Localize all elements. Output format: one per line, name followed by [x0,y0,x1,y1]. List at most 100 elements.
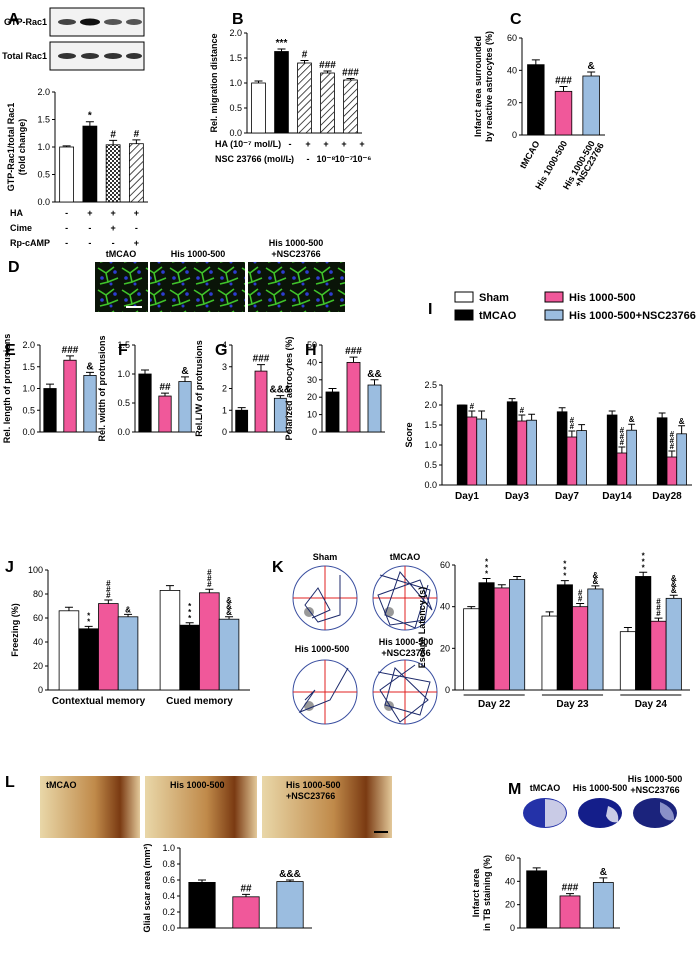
treatment-value: + [323,139,328,149]
maze [292,565,358,631]
legend-swatch [454,291,474,303]
error-bar [185,622,194,626]
swim-path [298,667,349,714]
y-tick-label: 10 [307,410,317,420]
error-bar [225,616,234,620]
error-bar [198,879,206,883]
error-bar [468,410,476,417]
y-tick-label: 0.8 [162,859,175,869]
image-label: His 1000-500 [171,249,226,259]
annotation: ### [104,579,113,598]
error-bar [558,407,566,412]
image-label: +NSC23766 [630,785,679,795]
treatment-value: - [88,238,91,248]
x-tick-label: tMCAO [518,139,542,170]
y-axis-label: by reactive astrocytes (%) [484,31,494,142]
panel-letter: G [215,342,227,359]
annotation: # [467,402,476,409]
panel-letter: I [428,301,432,318]
bar [582,75,600,136]
infarct [660,802,675,821]
treatment-value: 10⁻⁷ [335,154,354,164]
bar [626,429,637,486]
y-tick-label: 20 [307,392,317,402]
error-bar [124,613,133,617]
legend-label: tMCAO [479,310,517,322]
error-bar [623,627,632,632]
micrograph [145,776,257,838]
annotation: & [588,61,595,72]
treatment-value: - [307,154,310,164]
error-bar [86,371,94,376]
y-tick-label: 1.0 [117,369,130,379]
treatment-value: + [134,238,139,248]
bar [83,375,97,433]
panel-letter: D [8,259,20,276]
blot-band [80,18,100,26]
error-bar [478,410,486,419]
y-tick-label: 1.0 [37,142,50,152]
error-bar [559,86,568,92]
annotation: ## [240,883,252,894]
bar [343,79,358,134]
error-bar [578,424,586,431]
y-tick-label: 0.0 [37,197,50,207]
annotation: && [367,369,381,380]
annotation: & [124,605,133,612]
treatment-value: + [359,139,364,149]
bar [199,592,220,691]
bar [635,576,652,691]
y-tick-label: 60 [33,613,43,623]
panel-letter: H [305,342,317,359]
error-bar [62,145,71,147]
y-tick-label: 0.5 [37,170,50,180]
treatment-label: Cime [10,223,32,233]
error-bar [277,48,286,52]
annotation: *** [482,558,491,576]
annotation: & [181,366,188,377]
error-bar [237,407,246,411]
annotation: ### [345,346,362,357]
error-bar [576,603,585,607]
y-tick-label: 0.5 [229,103,242,113]
blot-label: Total Rac1 [2,51,47,61]
y-tick-label: 0.0 [229,128,242,138]
bar [476,418,487,486]
error-bar [668,450,676,457]
image-label: +NSC23766 [286,791,335,801]
error-bar [560,580,569,585]
y-tick-label: 60 [507,33,517,43]
bar [98,603,119,691]
y-axis-label: in TB staining (%) [482,855,492,931]
maze-panel: Sham tMCAO His 1000-500 His 1000-500 +NS… [292,552,438,725]
treatment-value: + [305,139,310,149]
legend-swatch [544,291,564,303]
y-tick-label: 40 [507,65,517,75]
y-tick-label: 40 [33,637,43,647]
legend-label: His 1000-500 [569,292,636,304]
panel-letter: F [118,342,128,359]
image-label: His 1000-500 [628,774,683,784]
bar [232,896,260,929]
error-bar [497,584,506,588]
treatment-label: HA [10,208,23,218]
bar [138,373,152,433]
y-axis-label: (fold change) [17,119,27,176]
bar [606,414,618,486]
treatment-value: + [341,139,346,149]
maze [372,659,438,725]
error-bar [518,414,526,421]
y-tick-label: 2.0 [229,28,242,38]
bar [367,384,382,433]
y-tick-label: 1.5 [22,362,35,372]
bar [63,359,77,433]
annotation: & [627,415,636,422]
bar [463,608,480,691]
bar [572,606,589,691]
annotation: *** [639,551,648,569]
bar [254,370,268,433]
error-bar [300,60,309,63]
annotation: ### [205,568,214,587]
